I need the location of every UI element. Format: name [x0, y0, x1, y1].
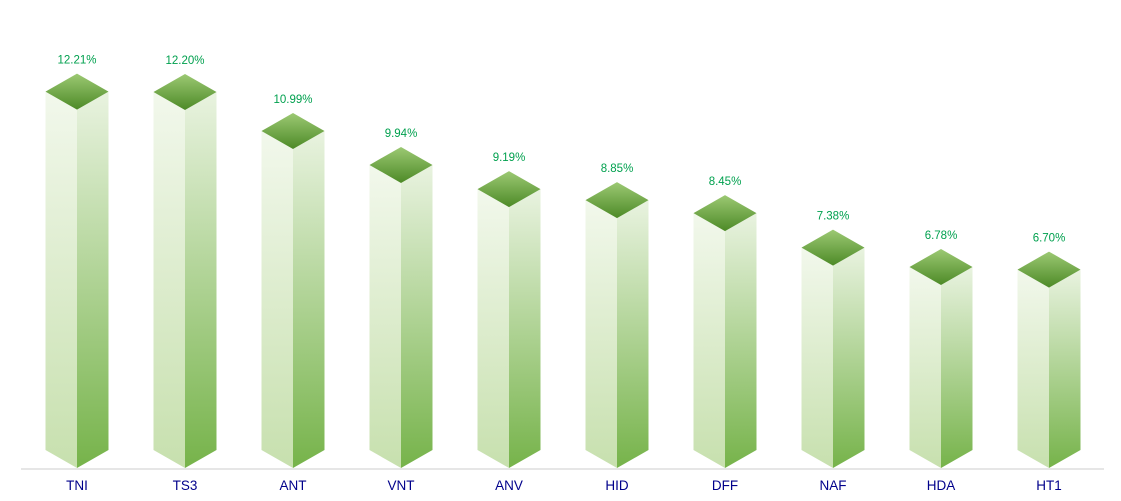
- bar-column-DFF[interactable]: [693, 195, 757, 468]
- bar-right-face: [293, 131, 325, 468]
- bar-top-face: [261, 113, 325, 150]
- bar-top-face: [801, 229, 865, 266]
- bar-value-label: 8.45%: [709, 176, 742, 188]
- bar-right-face: [401, 164, 433, 469]
- bar-left-face: [1017, 269, 1049, 468]
- bar-left-face: [369, 164, 401, 469]
- bar-column-NAF[interactable]: [801, 229, 865, 468]
- bar-top-face: [45, 73, 109, 110]
- bar-value-label: 6.70%: [1033, 233, 1066, 245]
- bar-column-TNI[interactable]: [45, 73, 109, 468]
- bar-right-face: [185, 91, 217, 468]
- category-label: HDA: [927, 478, 956, 493]
- bar-top-face: [477, 171, 541, 208]
- category-label: NAF: [820, 478, 847, 493]
- bar-column-HID[interactable]: [585, 182, 649, 468]
- bar-column-HDA[interactable]: [909, 249, 973, 468]
- bar-value-label: 9.19%: [493, 152, 526, 164]
- bar-top-face: [693, 195, 757, 232]
- bar-value-label: 12.21%: [57, 55, 96, 67]
- category-label: TS3: [173, 478, 198, 493]
- bar-top-face: [153, 73, 217, 110]
- bar-column-VNT[interactable]: [369, 146, 433, 469]
- category-label: ANV: [495, 478, 523, 493]
- category-label: TNI: [66, 478, 88, 493]
- bar-right-face: [1049, 269, 1081, 468]
- bar-right-face: [725, 213, 757, 468]
- bar-top-face: [585, 182, 649, 219]
- bar-left-face: [477, 189, 509, 468]
- bar-right-face: [617, 200, 649, 468]
- category-label: HID: [605, 478, 629, 493]
- bar-left-face: [585, 200, 617, 468]
- bar-right-face: [833, 247, 865, 468]
- bar-value-label: 6.78%: [925, 230, 958, 242]
- bar-value-label: 10.99%: [273, 94, 312, 106]
- bar-value-label: 8.85%: [601, 163, 634, 175]
- bar-left-face: [801, 247, 833, 468]
- bar-column-ANT[interactable]: [261, 113, 325, 468]
- bar-right-face: [509, 189, 541, 468]
- bar-left-face: [909, 267, 941, 468]
- bar-value-label: 7.38%: [817, 211, 850, 223]
- bar-left-face: [153, 91, 185, 468]
- category-label: ANT: [280, 478, 307, 493]
- bar-column-TS3[interactable]: [153, 73, 217, 468]
- bar-right-face: [941, 267, 973, 468]
- bar-left-face: [45, 91, 77, 468]
- bar-top-face: [369, 146, 433, 183]
- bar-left-face: [693, 213, 725, 468]
- bar-column-HT1[interactable]: [1017, 251, 1081, 468]
- bar-top-face: [1017, 251, 1081, 288]
- bar-value-label: 9.94%: [385, 128, 418, 140]
- category-label: HT1: [1036, 478, 1062, 493]
- bar-right-face: [77, 91, 109, 468]
- bar-column-ANV[interactable]: [477, 171, 541, 468]
- category-label: VNT: [388, 478, 415, 493]
- bar-value-label: 12.20%: [165, 55, 204, 67]
- bar-top-face: [909, 249, 973, 286]
- category-label: DFF: [712, 478, 738, 493]
- bar-left-face: [261, 131, 293, 468]
